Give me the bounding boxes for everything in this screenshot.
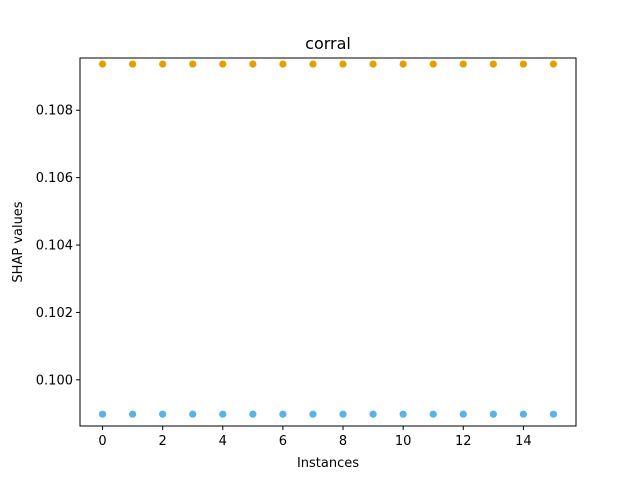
series-2-point-10 [399, 410, 407, 418]
x-axis-label: Instances [297, 456, 359, 471]
series-2-point-14 [519, 410, 527, 418]
x-tick-label-5: 10 [395, 434, 412, 449]
series-1-point-0 [98, 60, 107, 68]
series-2-point-8 [339, 410, 347, 418]
y-tick-label-4: 0.108 [36, 104, 73, 119]
y-tick-label-0: 0.100 [36, 373, 73, 388]
series-1-point-3 [189, 60, 197, 68]
series-2-point-13 [489, 410, 497, 418]
series-1-point-2 [159, 60, 167, 68]
y-tick-label-3: 0.106 [36, 171, 73, 186]
y-tick-label-1: 0.102 [36, 306, 73, 321]
plot-area [98, 60, 558, 418]
series-2-point-1 [129, 410, 137, 418]
series-1-point-14 [519, 60, 527, 68]
series-1-point-4 [219, 60, 227, 68]
series-2-point-2 [159, 410, 167, 418]
series-2-point-15 [549, 410, 558, 418]
y-tick-label-2: 0.104 [36, 239, 73, 254]
series-2-point-0 [98, 410, 107, 418]
y-axis: 0.100 0.102 0.104 0.106 0.108 [36, 104, 80, 388]
series-1-point-15 [549, 60, 558, 68]
x-axis: 0 2 4 6 8 10 12 14 [98, 426, 532, 449]
x-tick-label-4: 8 [339, 434, 347, 449]
series-2-point-4 [219, 410, 227, 418]
series-2-point-5 [249, 410, 257, 418]
axes-frame [79, 57, 577, 427]
x-tick-label-0: 0 [98, 434, 106, 449]
series-1-point-12 [459, 60, 467, 68]
series-1-point-8 [339, 60, 347, 68]
chart-title: corral [305, 34, 351, 53]
series-2-point-11 [429, 410, 437, 418]
series-1-point-13 [489, 60, 497, 68]
x-tick-label-6: 12 [455, 434, 472, 449]
series-1-point-11 [429, 60, 437, 68]
series-1-point-5 [249, 60, 257, 68]
series-2-point-6 [279, 410, 287, 418]
x-tick-label-3: 6 [279, 434, 287, 449]
x-tick-label-1: 2 [159, 434, 167, 449]
y-axis-label: SHAP values [11, 201, 26, 282]
x-tick-label-7: 14 [515, 434, 532, 449]
series-2-point-12 [459, 410, 467, 418]
series-2-point-7 [309, 410, 317, 418]
series-2-point-9 [369, 410, 377, 418]
series-1-point-1 [129, 60, 137, 68]
series-1-point-9 [369, 60, 377, 68]
series-1-point-6 [279, 60, 287, 68]
series-1-point-7 [309, 60, 317, 68]
series-1-point-10 [399, 60, 407, 68]
x-tick-label-2: 4 [219, 434, 227, 449]
series-2-point-3 [189, 410, 197, 418]
